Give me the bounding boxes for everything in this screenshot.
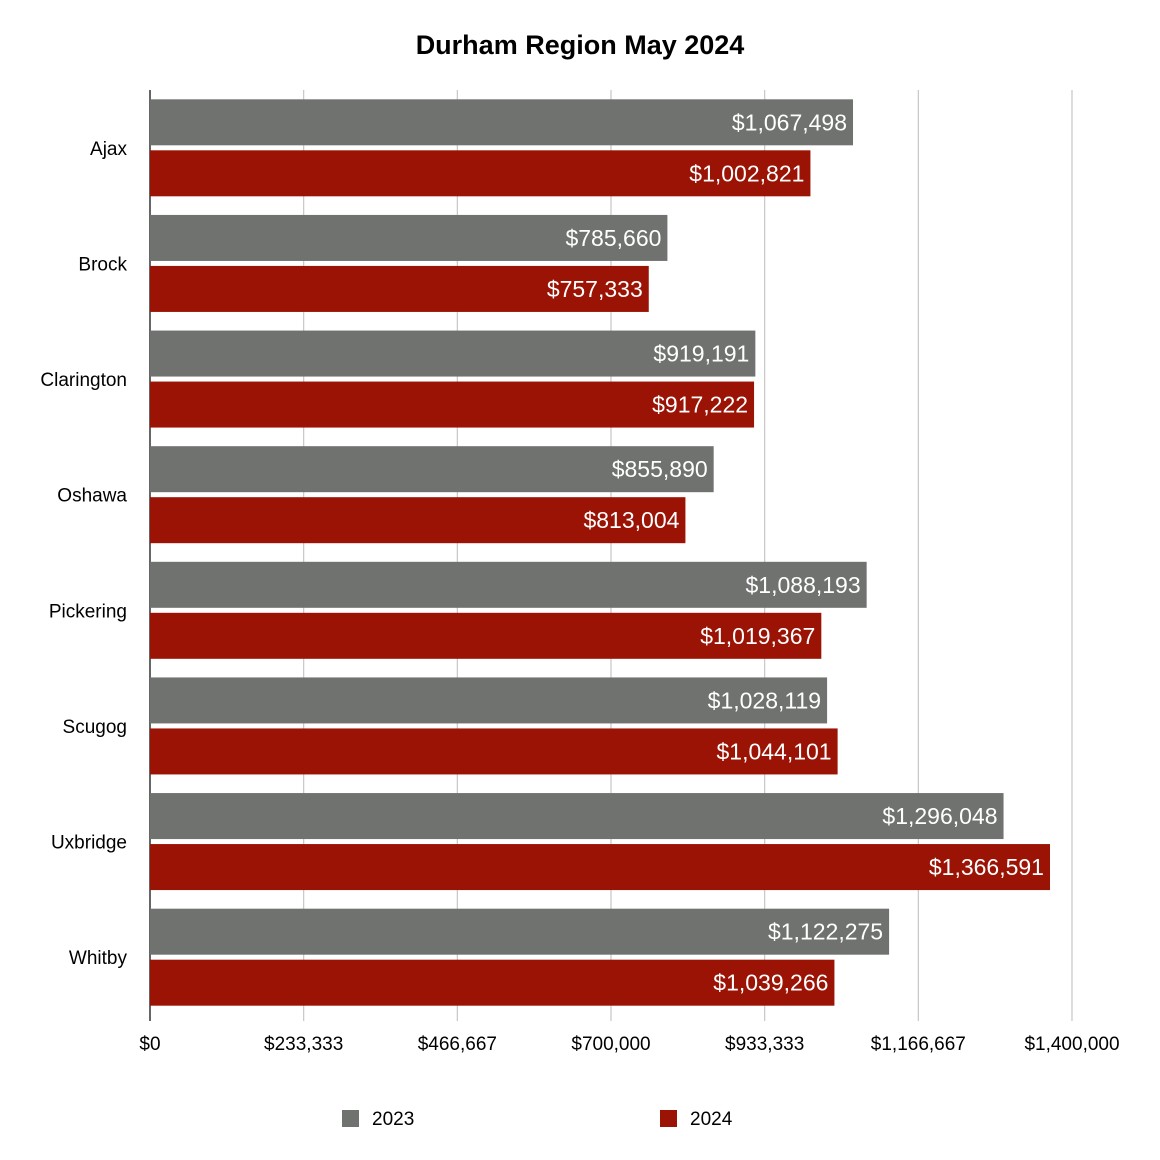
bar-2024 [150,612,822,659]
bar-2024 [150,265,649,312]
x-tick-label: $466,667 [418,1034,497,1055]
data-label: $1,366,591 [929,854,1044,880]
bar-2023 [150,561,867,608]
bar-2024 [150,844,1050,891]
category-label: Whitby [69,948,128,969]
data-label: $1,044,101 [716,738,831,764]
data-label: $1,122,275 [768,919,883,945]
data-label: $855,890 [612,456,708,482]
bar-2023 [150,793,1004,840]
data-label: $1,039,266 [713,970,828,996]
bar-2024 [150,381,755,428]
bar-2023 [150,214,668,261]
x-tick-label: $1,400,000 [1024,1034,1119,1055]
legend-swatch [342,1110,359,1127]
bar-2023 [150,330,756,377]
data-label: $1,019,367 [700,623,815,649]
category-label: Uxbridge [51,833,127,854]
bar-2023 [150,677,828,724]
x-tick-label: $700,000 [571,1034,650,1055]
x-tick-label: $233,333 [264,1034,343,1055]
legend-label: 2024 [690,1109,733,1130]
category-label: Oshawa [57,486,127,507]
category-label: Brock [78,254,127,275]
data-label: $785,660 [565,225,661,251]
data-label: $917,222 [652,392,748,418]
bar-2023 [150,99,854,146]
category-label: Pickering [49,601,127,622]
chart-title: Durham Region May 2024 [415,30,745,60]
bar-2023 [150,446,714,493]
bar-2024 [150,959,835,1006]
data-label: $1,088,193 [746,572,861,598]
bar-2023 [150,908,890,955]
category-label: Scugog [63,717,127,738]
bar-2024 [150,150,811,197]
x-tick-label: $0 [139,1034,160,1055]
bar-2024 [150,497,686,544]
x-tick-label: $933,333 [725,1034,804,1055]
category-label: Ajax [90,139,127,160]
legend-swatch [660,1110,677,1127]
category-label: Clarington [40,370,127,391]
data-label: $919,191 [653,341,749,367]
data-label: $1,296,048 [882,803,997,829]
legend-label: 2023 [372,1109,414,1130]
data-label: $1,028,119 [708,687,821,713]
data-label: $1,002,821 [689,160,804,186]
data-label: $757,333 [547,276,643,302]
data-label: $1,067,498 [732,109,847,135]
x-tick-label: $1,166,667 [871,1034,966,1055]
bar-2024 [150,728,838,775]
data-label: $813,004 [583,507,679,533]
